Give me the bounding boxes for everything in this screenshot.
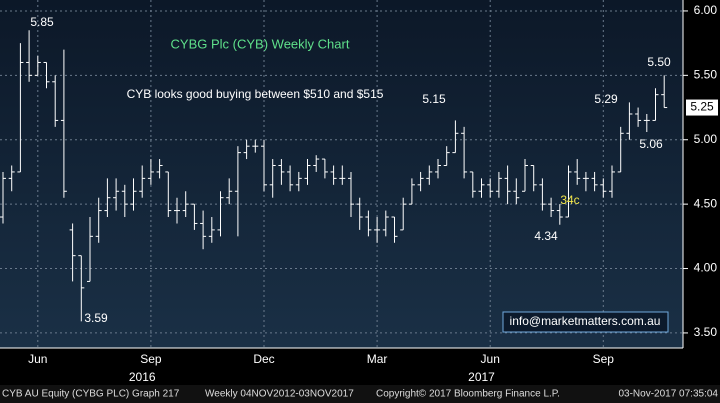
- watermark: info@marketmatters.com.au: [510, 314, 661, 328]
- x-tick-label: Jun: [481, 352, 500, 366]
- footer-text: CYB AU Equity (CYBG PLC) Graph 217: [2, 389, 180, 400]
- x-tick-label: Sep: [140, 352, 162, 366]
- annotation: 5.15: [422, 92, 446, 106]
- y-tick-label: 6.00: [694, 3, 718, 17]
- annotation: 5.85: [30, 15, 54, 29]
- footer-text: Copyright© 2017 Bloomberg Finance L.P.: [376, 389, 560, 400]
- y-tick-label: 4.00: [694, 261, 718, 275]
- year-label: 2016: [129, 370, 156, 384]
- x-tick-label: Jun: [28, 352, 47, 366]
- year-label: 2017: [468, 370, 495, 384]
- watermark-box: [502, 311, 669, 333]
- annotation: 5.29: [594, 92, 618, 106]
- last-price-marker: [686, 99, 718, 116]
- footer-bar: [0, 385, 720, 403]
- y-tick-label: 5.00: [694, 132, 718, 146]
- x-tick-label: Mar: [367, 352, 388, 366]
- x-tick-label: Dec: [253, 352, 274, 366]
- y-tick-label: 5.50: [694, 68, 718, 82]
- y-tick-label: 4.50: [694, 196, 718, 210]
- annotation: 5.50: [647, 55, 671, 69]
- annotation: 3.59: [84, 311, 108, 325]
- annotation: 4.34: [534, 229, 558, 243]
- plot-background: [0, 0, 683, 348]
- axis-panel: [683, 0, 720, 348]
- y-tick-label: 3.50: [694, 325, 718, 339]
- x-tick-label: Sep: [593, 352, 615, 366]
- footer-text: 03-Nov-2017 07:35:04: [618, 389, 718, 400]
- annotation: 34c: [560, 193, 579, 207]
- last-price-label: 5.25: [690, 100, 714, 114]
- subtitle: CYB looks good buying between $510 and $…: [127, 87, 384, 101]
- chart-title: CYBG Plc (CYB) Weekly Chart: [171, 36, 350, 51]
- footer-text: Weekly 04NOV2012-03NOV2017: [205, 389, 354, 400]
- annotation: 5.06: [639, 137, 663, 151]
